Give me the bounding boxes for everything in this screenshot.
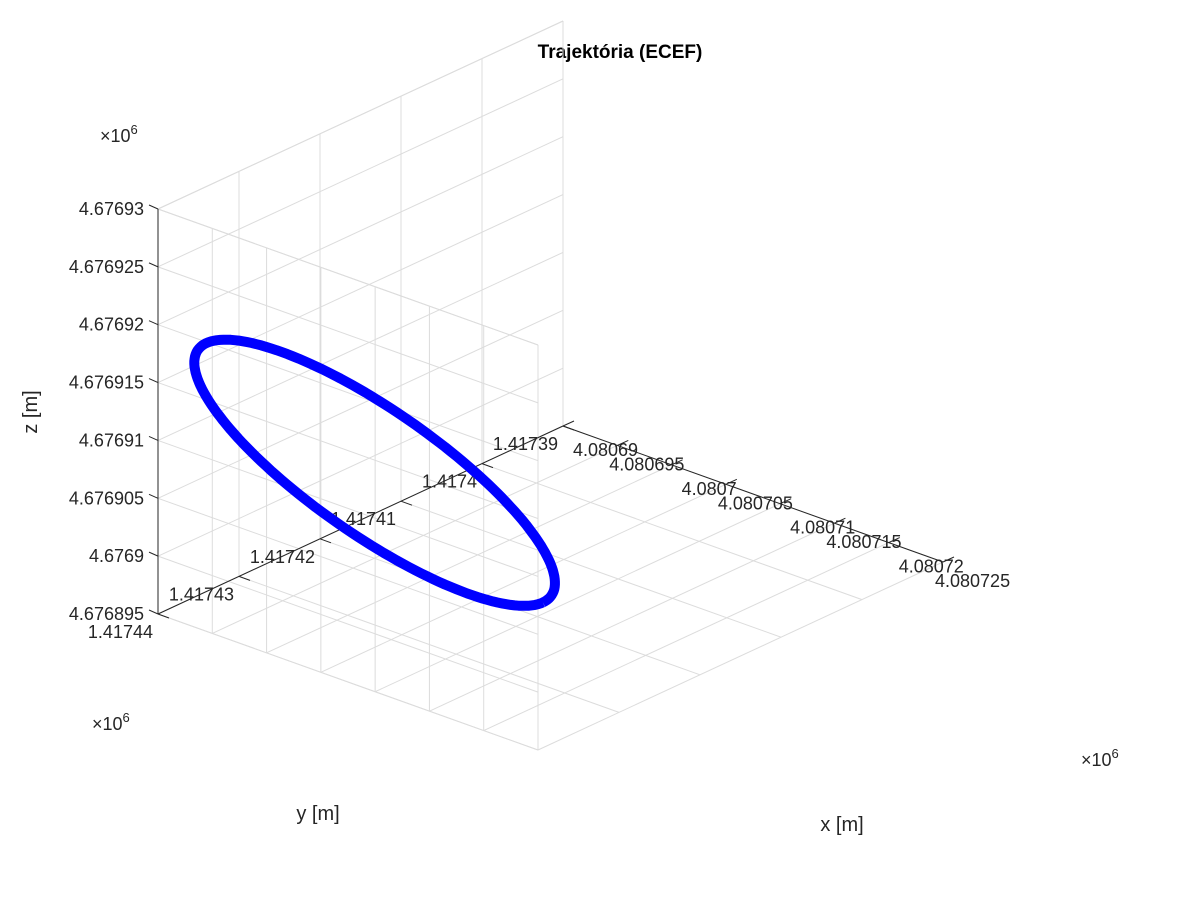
z-tick — [148, 262, 159, 268]
x-exponent-label: ×106 — [1081, 746, 1119, 770]
grid-line — [157, 78, 564, 268]
y-tick — [238, 575, 251, 581]
y-tick — [562, 425, 575, 431]
axis-edges — [157, 209, 944, 615]
grid-line — [374, 503, 781, 693]
grid-line — [157, 555, 539, 693]
z-tick — [148, 378, 159, 384]
x-tick-label: 4.0807 — [682, 479, 737, 499]
y-tick-label: 1.4174 — [422, 472, 477, 492]
z-tick-label: 4.676925 — [69, 257, 144, 277]
x-tick-label: 4.080725 — [935, 571, 1010, 591]
z-tick-label: 4.6769 — [89, 546, 144, 566]
grid-line — [429, 522, 835, 712]
z-axis-label: z [m] — [20, 390, 42, 433]
z-tick — [148, 204, 159, 210]
grid-line — [157, 497, 539, 635]
grid-line — [238, 575, 620, 713]
grid-line — [320, 483, 727, 673]
z-tick-label: 4.67691 — [79, 430, 144, 450]
y-exponent-label: ×106 — [92, 710, 130, 734]
z-tick-label: 4.67693 — [79, 199, 144, 219]
y-tick-label: 1.41742 — [250, 547, 315, 567]
grid-layer — [157, 20, 944, 751]
y-tick-label: 1.41743 — [169, 584, 234, 604]
trajectory-layer — [189, 334, 560, 611]
z-tick — [148, 435, 159, 441]
z-tick — [148, 320, 159, 326]
grid-line — [157, 251, 564, 441]
grid-line — [266, 464, 672, 654]
x-tick-label: 4.080715 — [826, 532, 901, 552]
grid-line — [157, 136, 564, 326]
grid-line — [157, 20, 564, 210]
z-tick-label: 4.676905 — [69, 488, 144, 508]
x-tick-label: 4.080695 — [609, 454, 684, 474]
x-tick — [617, 439, 629, 446]
tick-layer: 4.080694.0806954.08074.0807054.080714.08… — [69, 199, 1010, 642]
z-tick-label: 4.67692 — [79, 315, 144, 335]
y-tick-label: 1.41744 — [88, 622, 153, 642]
x-axis-label: x [m] — [820, 814, 863, 836]
y-axis-line — [157, 425, 564, 615]
trajectory-line — [189, 334, 560, 611]
z-tick — [148, 493, 159, 499]
z-tick-label: 4.676895 — [69, 604, 144, 624]
y-tick — [319, 538, 332, 544]
x-tick-label: 4.08072 — [899, 557, 964, 577]
grid-line — [483, 542, 889, 732]
x-tick — [834, 517, 846, 524]
grid-line — [157, 382, 539, 520]
grid-line — [157, 194, 564, 384]
grid-line — [157, 266, 539, 404]
x-tick — [779, 498, 792, 505]
x-tick-label: 4.08071 — [790, 518, 855, 538]
grid-line — [212, 444, 618, 634]
grid-line — [400, 500, 782, 638]
z-exponent-label: ×106 — [100, 122, 138, 146]
y-tick-label: 1.41739 — [493, 434, 558, 454]
x-tick — [942, 556, 955, 563]
y-tick — [400, 500, 413, 506]
x-axis-line — [562, 425, 944, 563]
x-tick — [888, 537, 900, 544]
chart-title: Trajektória (ECEF) — [538, 42, 703, 63]
grid-line — [481, 463, 863, 601]
y-axis-label: y [m] — [296, 803, 339, 825]
y-tick — [481, 463, 494, 469]
grid-line — [157, 367, 564, 557]
x-tick-label: 4.080705 — [718, 493, 793, 513]
x-tick-label: 4.08069 — [573, 440, 638, 460]
x-tick — [562, 420, 575, 427]
z-tick-label: 4.676915 — [69, 373, 144, 393]
y-tick — [157, 613, 170, 619]
x-tick — [725, 478, 738, 485]
grid-line — [157, 208, 539, 346]
grid-line — [157, 324, 539, 462]
x-tick — [671, 459, 683, 466]
z-tick — [148, 609, 159, 615]
z-tick — [148, 551, 159, 557]
grid-line — [157, 613, 539, 751]
grid-line — [157, 309, 564, 499]
grid-line — [537, 561, 944, 751]
grid-line — [157, 439, 539, 577]
